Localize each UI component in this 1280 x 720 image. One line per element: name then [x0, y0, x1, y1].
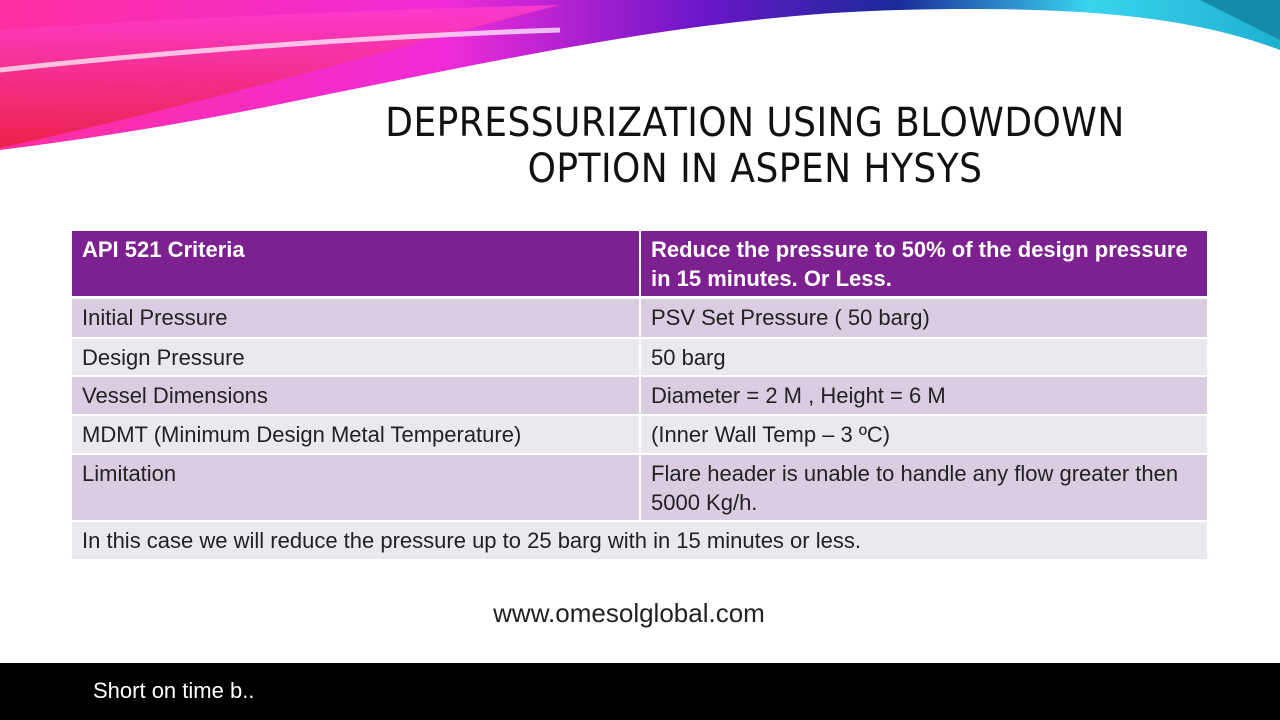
- table-row: Vessel Dimensions Diameter = 2 M , Heigh…: [72, 377, 1207, 414]
- table-header-row: API 521 Criteria Reduce the pressure to …: [72, 231, 1207, 296]
- table-footer-row: In this case we will reduce the pressure…: [72, 522, 1207, 559]
- table-cell: Diameter = 2 M , Height = 6 M: [641, 377, 1207, 414]
- header-cell: API 521 Criteria: [72, 231, 639, 296]
- table-row: Limitation Flare header is unable to han…: [72, 455, 1207, 520]
- table-cell: Initial Pressure: [72, 299, 639, 337]
- slide-title: DEPRESSURIZATION USING BLOWDOWN OPTION I…: [346, 100, 1165, 192]
- table-cell: Limitation: [72, 455, 639, 520]
- table-cell: (Inner Wall Temp – 3 ºC): [641, 416, 1207, 453]
- table-cell: In this case we will reduce the pressure…: [72, 522, 1207, 559]
- table-row: Initial Pressure PSV Set Pressure ( 50 b…: [72, 299, 1207, 337]
- table-cell: Flare header is unable to handle any flo…: [641, 455, 1207, 520]
- criteria-table: API 521 Criteria Reduce the pressure to …: [72, 231, 1207, 561]
- table-row: MDMT (Minimum Design Metal Temperature) …: [72, 416, 1207, 453]
- table-cell: Vessel Dimensions: [72, 377, 639, 414]
- website-link: www.omesolglobal.com: [493, 598, 765, 628]
- caption-text: Short on time b..: [93, 678, 255, 703]
- title-line-2: OPTION IN ASPEN HYSYS: [527, 146, 983, 192]
- table-cell: PSV Set Pressure ( 50 barg): [641, 299, 1207, 337]
- title-line-1: DEPRESSURIZATION USING BLOWDOWN: [385, 100, 1125, 146]
- header-cell: Reduce the pressure to 50% of the design…: [641, 231, 1207, 296]
- table-cell: MDMT (Minimum Design Metal Temperature): [72, 416, 639, 453]
- caption-bar: Short on time b..: [0, 663, 1280, 720]
- table-cell: 50 barg: [641, 339, 1207, 375]
- table-cell: Design Pressure: [72, 339, 639, 375]
- table-row: Design Pressure 50 barg: [72, 339, 1207, 375]
- decorative-swoosh: [0, 0, 1280, 150]
